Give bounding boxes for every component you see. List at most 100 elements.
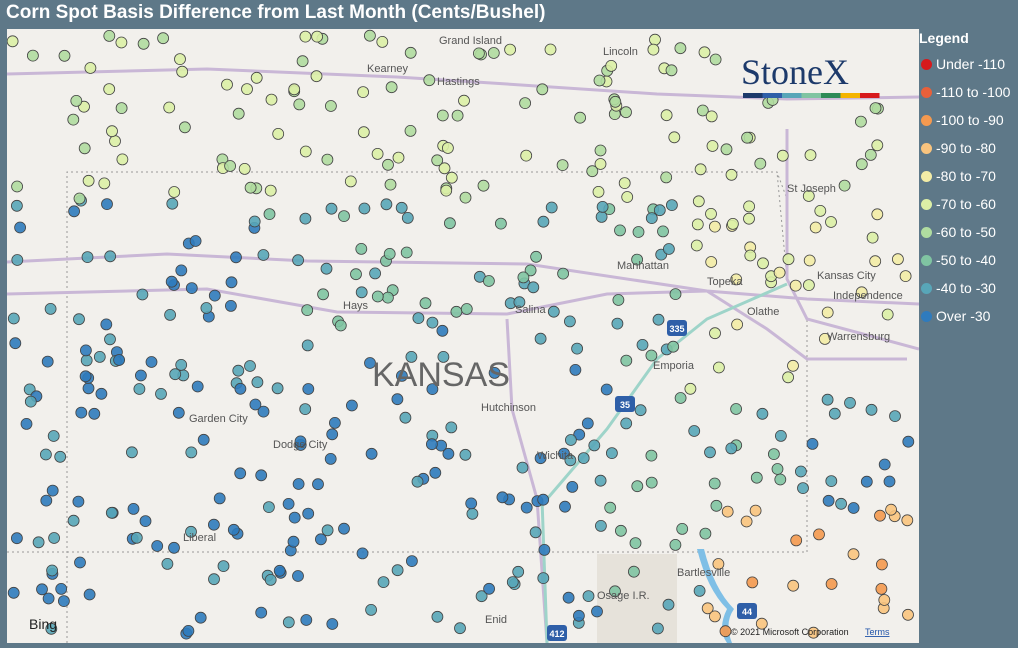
station-dot bbox=[95, 387, 108, 400]
station-dot bbox=[127, 502, 140, 515]
shield-number: 35 bbox=[620, 400, 630, 410]
station-dot bbox=[708, 477, 721, 490]
station-dot bbox=[292, 478, 305, 490]
station-dot bbox=[208, 573, 220, 586]
legend-swatch bbox=[921, 310, 932, 322]
station-dot bbox=[520, 149, 533, 162]
water bbox=[697, 549, 734, 643]
station-dot bbox=[606, 447, 618, 460]
station-dot bbox=[628, 565, 640, 578]
station-dot bbox=[472, 47, 485, 60]
station-dot bbox=[663, 243, 675, 255]
station-dot bbox=[771, 463, 784, 475]
station-dot bbox=[384, 178, 397, 191]
station-dot bbox=[565, 434, 577, 446]
station-dot bbox=[104, 250, 117, 263]
station-dot bbox=[869, 255, 882, 268]
station-dot bbox=[404, 46, 417, 59]
station-dot bbox=[609, 585, 621, 598]
place-label: Osage I.R. bbox=[597, 590, 650, 602]
station-dot bbox=[774, 473, 787, 486]
logo: StoneX bbox=[741, 52, 849, 92]
state-label: KANSAS bbox=[372, 356, 510, 394]
station-dot bbox=[115, 102, 128, 114]
station-dot bbox=[803, 279, 815, 292]
station-dot bbox=[46, 564, 58, 577]
station-dot bbox=[594, 474, 607, 487]
station-dot bbox=[705, 256, 718, 268]
station-dot bbox=[36, 583, 48, 596]
station-dot bbox=[168, 186, 181, 198]
station-dot bbox=[902, 608, 914, 621]
station-dot bbox=[814, 204, 827, 217]
map[interactable]: Grand Island Kearney Hastings Lincoln St Jos… bbox=[7, 29, 919, 643]
station-dot bbox=[312, 478, 324, 491]
station-dot bbox=[166, 197, 179, 210]
station-dot bbox=[232, 364, 245, 377]
station-dot bbox=[200, 302, 213, 314]
station-dot bbox=[802, 190, 815, 202]
station-dot bbox=[595, 519, 607, 532]
station-dot bbox=[653, 204, 666, 217]
station-dot bbox=[629, 537, 642, 549]
station-dot bbox=[58, 595, 70, 607]
station-dot bbox=[450, 305, 463, 318]
station-dot bbox=[11, 254, 24, 266]
highway-shield bbox=[737, 603, 757, 619]
station-dot bbox=[134, 369, 147, 382]
place-label: Salina bbox=[515, 304, 546, 316]
station-dot bbox=[248, 215, 261, 228]
station-dot bbox=[130, 531, 143, 544]
station-dot bbox=[213, 492, 226, 505]
station-dot bbox=[299, 403, 312, 416]
station-dot bbox=[727, 217, 739, 230]
station-dot bbox=[287, 535, 300, 548]
station-dot bbox=[611, 317, 624, 330]
provider: Bing bbox=[29, 616, 57, 632]
station-dot bbox=[271, 382, 284, 395]
station-dot bbox=[517, 271, 530, 284]
station-dot bbox=[10, 199, 23, 212]
station-dot bbox=[709, 220, 721, 233]
station-dot bbox=[185, 282, 198, 295]
station-dot bbox=[377, 576, 390, 588]
legend-swatch bbox=[921, 142, 932, 154]
station-dot bbox=[376, 35, 389, 48]
terms-link[interactable]: Terms bbox=[865, 627, 890, 637]
station-dot bbox=[719, 625, 732, 638]
station-dot bbox=[194, 611, 207, 624]
station-dot bbox=[44, 302, 57, 315]
station-dot bbox=[103, 30, 116, 42]
station-dot bbox=[40, 448, 52, 461]
place-label: Enid bbox=[485, 614, 507, 626]
station-dot bbox=[487, 47, 500, 59]
station-dot bbox=[326, 618, 339, 630]
station-dot bbox=[885, 503, 897, 516]
highway-shield bbox=[615, 396, 635, 412]
station-dot bbox=[709, 610, 721, 623]
interstates bbox=[540, 282, 788, 643]
station-dot bbox=[82, 174, 95, 187]
station-dot bbox=[614, 224, 626, 237]
station-dot bbox=[264, 574, 277, 586]
station-dot bbox=[163, 101, 176, 114]
station-dot bbox=[773, 266, 786, 279]
station-dot bbox=[475, 590, 488, 603]
station-dot bbox=[869, 102, 882, 114]
station-dot bbox=[7, 312, 20, 325]
station-dot bbox=[776, 149, 789, 162]
station-dot bbox=[224, 299, 237, 312]
station-dot bbox=[693, 585, 706, 597]
station-dot bbox=[401, 211, 414, 224]
station-dot bbox=[878, 458, 891, 471]
station-dot bbox=[164, 308, 177, 321]
station-dot bbox=[234, 467, 247, 480]
station-dot bbox=[652, 622, 664, 635]
station-dot bbox=[712, 558, 725, 570]
station-dot bbox=[302, 383, 315, 395]
station-dot bbox=[709, 327, 721, 340]
station-dot bbox=[55, 583, 68, 595]
station-dot bbox=[864, 149, 877, 161]
station-dot bbox=[405, 555, 418, 567]
